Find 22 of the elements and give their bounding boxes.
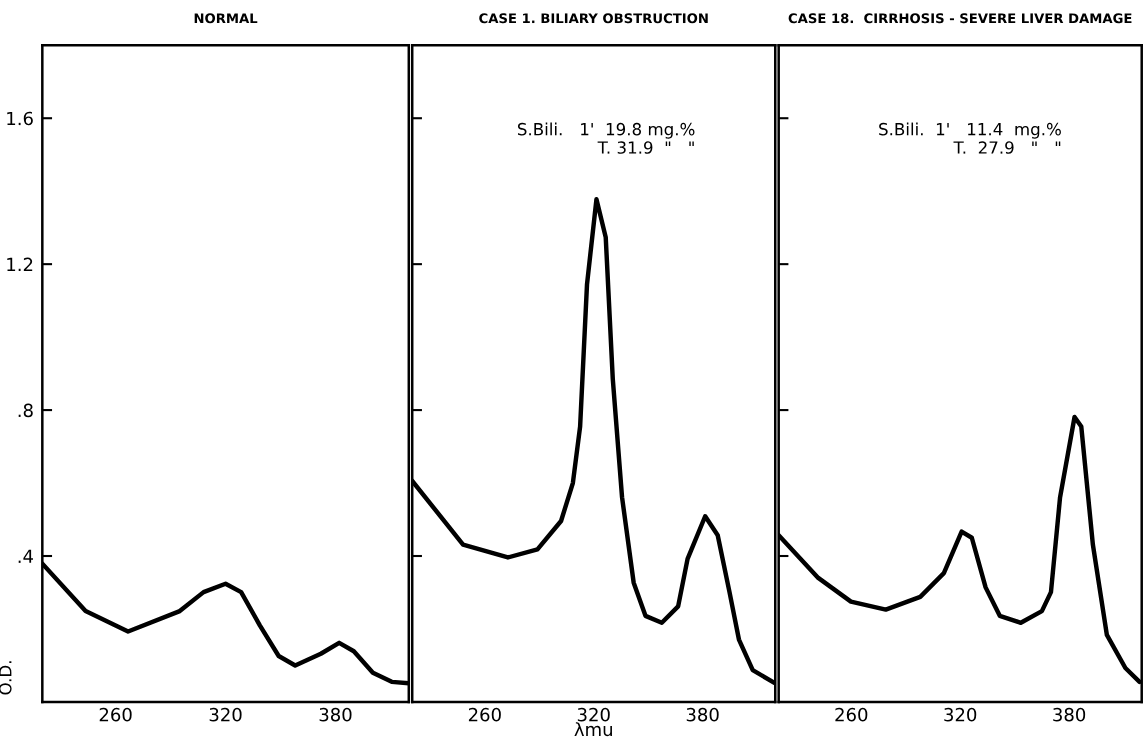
x-tick-label: 380 [319,707,352,722]
x-tick-label: 320 [209,707,242,722]
y-tick-label: 1.6 [7,111,33,126]
annotation: T. 27.9 " " [953,141,1061,154]
x-axis-title: λmu [574,722,612,737]
chart-title: NORMAL [194,13,258,24]
x-tick-label: 320 [944,707,977,722]
x-tick-label: 260 [468,707,501,722]
x-tick-label: 380 [686,707,719,722]
y-tick-label: .4 [18,549,33,563]
y-tick-label: .8 [18,403,33,418]
annotation: T. 31.9 " " [597,141,694,154]
annotation: S.Bili. 1' 11.4 mg.% [879,122,1061,139]
chart-title: CASE 18. CIRRHOSIS - SEVERE LIVER DAMAGE [788,13,1132,24]
y-tick-label: 1.2 [7,257,33,272]
annotation: S.Bili. 1' 19.8 mg.% [517,122,695,139]
x-tick-label: 260 [835,707,868,722]
x-tick-label: 320 [577,707,610,722]
y-axis-title: O.D. [0,661,12,695]
x-tick-label: 380 [1053,707,1086,722]
x-tick-label: 260 [99,707,132,722]
chart-title: CASE 1. BILIARY OBSTRUCTION [479,13,708,24]
